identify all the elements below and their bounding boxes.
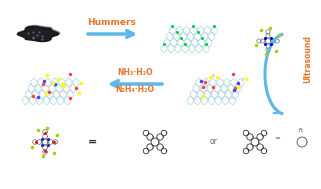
Text: =: = bbox=[274, 135, 280, 141]
Text: or: or bbox=[210, 138, 218, 146]
Polygon shape bbox=[18, 26, 60, 41]
Text: NH₃·H₂O: NH₃·H₂O bbox=[117, 68, 153, 77]
Text: Hummers: Hummers bbox=[88, 18, 136, 27]
Text: Ultrasound: Ultrasound bbox=[303, 35, 312, 83]
Text: $F_C$: $F_C$ bbox=[299, 126, 306, 135]
Text: N₂H₄·H₂O: N₂H₄·H₂O bbox=[116, 85, 154, 94]
Text: =: = bbox=[88, 137, 98, 147]
Polygon shape bbox=[17, 26, 59, 42]
